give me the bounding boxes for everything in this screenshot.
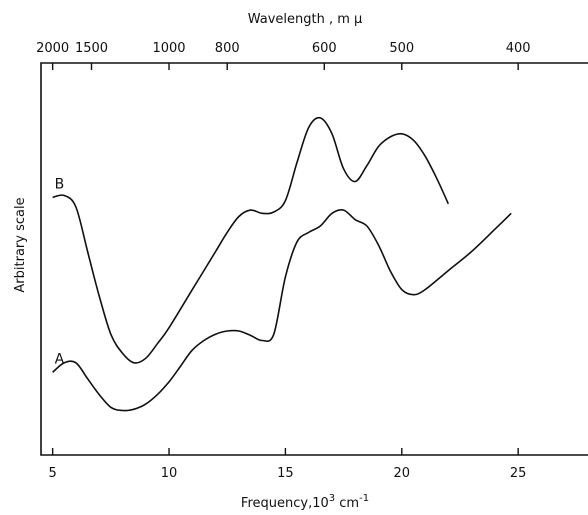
x-ticks: 5 10 15 20 25 <box>48 448 526 481</box>
series-line-B <box>52 116 450 364</box>
x-tick-label-20: 20 <box>394 466 411 481</box>
series-label-A: A <box>55 351 65 367</box>
series-line-A <box>52 209 512 412</box>
x-axis-label-exp: 3 <box>329 493 335 504</box>
x-axis-label-unit: cm <box>335 496 359 511</box>
x-axis-label-unit-exp: -1 <box>359 493 369 504</box>
series-label-B: B <box>55 176 65 192</box>
x-tick-label-10: 10 <box>161 466 178 481</box>
y-axis-label: Arbitrary scale <box>13 197 28 292</box>
wavelength-tick-label-1500: 1500 <box>75 41 108 56</box>
wavelength-tick-label-600: 600 <box>312 41 337 56</box>
wavelength-tick-label-400: 400 <box>506 41 531 56</box>
wavelength-tick-label-800: 800 <box>215 41 240 56</box>
x-axis-label: Frequency,103 cm-1 <box>241 493 369 511</box>
x-tick-label-25: 25 <box>510 466 527 481</box>
axes <box>40 62 588 456</box>
wavelength-ticks: 2000 1500 1000 800 600 500 400 <box>36 41 531 70</box>
wavelength-tick-label-2000: 2000 <box>36 41 69 56</box>
x-axis-label-base: Frequency,10 <box>241 496 329 511</box>
series-lines: BA <box>52 116 512 412</box>
top-axis-label: Wavelength , m µ <box>248 12 363 27</box>
wavelength-tick-label-1000: 1000 <box>152 41 185 56</box>
wavelength-tick-label-500: 500 <box>389 41 414 56</box>
x-tick-label-5: 5 <box>48 466 56 481</box>
x-tick-label-15: 15 <box>277 466 294 481</box>
plot-frame <box>40 62 588 456</box>
